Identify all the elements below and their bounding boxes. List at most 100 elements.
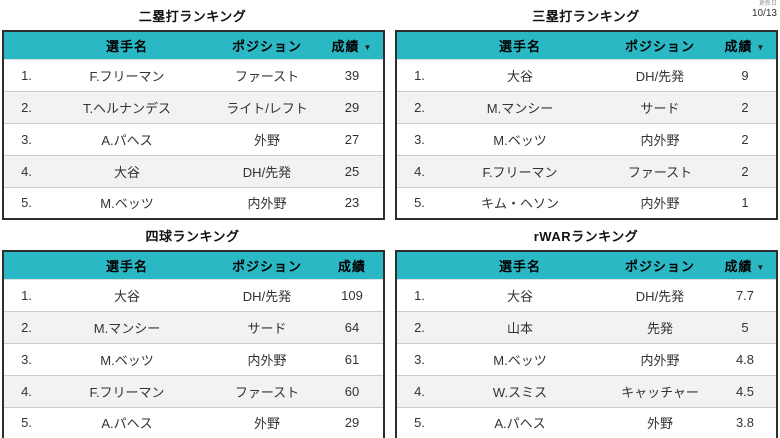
rank-cell: 4. <box>396 154 434 187</box>
column-header-rank <box>3 251 41 279</box>
column-header-score-label: 成績 <box>724 38 753 54</box>
score-cell: 4.5 <box>714 374 777 407</box>
update-date-label: 更新日 <box>758 1 777 7</box>
column-header-player: 選手名 <box>41 31 213 59</box>
column-header-position: ポジション <box>213 31 321 59</box>
position-cell: 外野 <box>213 122 321 155</box>
caret-down-icon[interactable]: ▼ <box>363 42 373 52</box>
position-cell: 外野 <box>606 406 714 438</box>
header-row: 選手名 ポジション 成績 ▼ <box>396 251 777 279</box>
column-header-position: ポジション <box>213 251 321 279</box>
ranking-block-doubles: 二塁打ランキング 選手名 ポジション 成績 ▼ 1. F.フリーマン ファースト <box>2 0 385 220</box>
column-header-score[interactable]: 成績 ▼ <box>321 31 384 59</box>
score-cell: 5 <box>714 310 777 343</box>
player-cell: F.フリーマン <box>434 154 606 187</box>
rank-cell: 2. <box>396 90 434 123</box>
rank-cell: 1. <box>396 278 434 311</box>
column-header-player: 選手名 <box>41 251 213 279</box>
column-header-player: 選手名 <box>434 31 606 59</box>
score-cell: 7.7 <box>714 278 777 311</box>
player-cell: F.フリーマン <box>41 374 213 407</box>
ranking-table-rwar: 選手名 ポジション 成績 ▼ 1. 大谷 DH/先発 7.7 2. 山本 <box>395 250 778 438</box>
rank-cell: 4. <box>3 374 41 407</box>
score-cell: 2 <box>714 90 777 123</box>
rank-cell: 3. <box>396 122 434 155</box>
rank-cell: 4. <box>396 374 434 407</box>
score-cell: 64 <box>321 310 384 343</box>
score-cell: 2 <box>714 122 777 155</box>
table-row: 1. F.フリーマン ファースト 39 <box>3 58 384 91</box>
position-cell: 内外野 <box>213 186 321 219</box>
table-title: rWARランキング <box>533 228 639 244</box>
column-header-position: ポジション <box>606 31 714 59</box>
table-row: 3. M.ベッツ 内外野 2 <box>396 122 777 155</box>
player-cell: M.ベッツ <box>41 342 213 375</box>
column-header-score[interactable]: 成績 ▼ <box>714 31 777 59</box>
table-row: 3. M.ベッツ 内外野 61 <box>3 342 384 375</box>
player-cell: W.スミス <box>434 374 606 407</box>
column-header-player: 選手名 <box>434 251 606 279</box>
table-row: 5. A.パヘス 外野 3.8 <box>396 406 777 438</box>
rank-cell: 5. <box>3 406 41 438</box>
column-header-rank <box>396 251 434 279</box>
score-cell: 29 <box>321 406 384 438</box>
table-row: 4. F.フリーマン ファースト 2 <box>396 154 777 187</box>
player-cell: 大谷 <box>434 58 606 91</box>
column-header-score-label: 成績 <box>331 38 360 54</box>
player-cell: F.フリーマン <box>41 58 213 91</box>
score-cell: 9 <box>714 58 777 91</box>
player-cell: 大谷 <box>41 154 213 187</box>
caret-down-icon[interactable]: ▼ <box>756 262 766 272</box>
table-row: 4. W.スミス キャッチャー 4.5 <box>396 374 777 407</box>
table-row: 5. A.パヘス 外野 29 <box>3 406 384 438</box>
ranking-block-triples: 三塁打ランキング 選手名 ポジション 成績 ▼ 1. 大谷 DH/先発 <box>395 0 778 220</box>
player-cell: M.ベッツ <box>434 342 606 375</box>
table-row: 4. 大谷 DH/先発 25 <box>3 154 384 187</box>
column-header-rank <box>396 31 434 59</box>
player-cell: 山本 <box>434 310 606 343</box>
header-row: 選手名 ポジション 成績 ▼ <box>396 31 777 59</box>
column-header-rank <box>3 31 41 59</box>
ranking-table-doubles: 選手名 ポジション 成績 ▼ 1. F.フリーマン ファースト 39 2. T.ヘ… <box>2 30 385 220</box>
rank-cell: 1. <box>3 58 41 91</box>
player-cell: M.マンシー <box>41 310 213 343</box>
score-cell: 4.8 <box>714 342 777 375</box>
score-cell: 109 <box>321 278 384 311</box>
rank-cell: 3. <box>396 342 434 375</box>
rank-cell: 5. <box>396 406 434 438</box>
position-cell: DH/先発 <box>213 154 321 187</box>
score-cell: 27 <box>321 122 384 155</box>
table-title: 三塁打ランキング <box>532 8 640 24</box>
position-cell: ライト/レフト <box>213 90 321 123</box>
position-cell: 外野 <box>213 406 321 438</box>
player-cell: A.パヘス <box>41 406 213 438</box>
table-row: 2. T.ヘルナンデス ライト/レフト 29 <box>3 90 384 123</box>
column-header-position: ポジション <box>606 251 714 279</box>
player-cell: 大谷 <box>41 278 213 311</box>
position-cell: 内外野 <box>606 342 714 375</box>
score-cell: 3.8 <box>714 406 777 438</box>
table-row: 1. 大谷 DH/先発 7.7 <box>396 278 777 311</box>
table-row: 2. M.マンシー サード 64 <box>3 310 384 343</box>
caret-down-icon[interactable]: ▼ <box>756 42 766 52</box>
rank-cell: 2. <box>3 310 41 343</box>
player-cell: 大谷 <box>434 278 606 311</box>
table-row: 5. キム・ヘソン 内外野 1 <box>396 186 777 219</box>
player-cell: T.ヘルナンデス <box>41 90 213 123</box>
table-row: 2. M.マンシー サード 2 <box>396 90 777 123</box>
player-cell: キム・ヘソン <box>434 186 606 219</box>
ranking-block-walks: 四球ランキング 選手名 ポジション 成績 1. 大谷 DH/先発 <box>2 220 385 438</box>
column-header-score[interactable]: 成績 ▼ <box>714 251 777 279</box>
table-row: 3. M.ベッツ 内外野 4.8 <box>396 342 777 375</box>
position-cell: DH/先発 <box>213 278 321 311</box>
position-cell: ファースト <box>606 154 714 187</box>
ranking-table-triples: 選手名 ポジション 成績 ▼ 1. 大谷 DH/先発 9 2. M.マンシー <box>395 30 778 220</box>
position-cell: 先発 <box>606 310 714 343</box>
update-date: 更新日 10/13 <box>752 1 777 19</box>
rank-cell: 3. <box>3 122 41 155</box>
header-row: 選手名 ポジション 成績 <box>3 251 384 279</box>
rank-cell: 1. <box>396 58 434 91</box>
position-cell: 内外野 <box>606 122 714 155</box>
